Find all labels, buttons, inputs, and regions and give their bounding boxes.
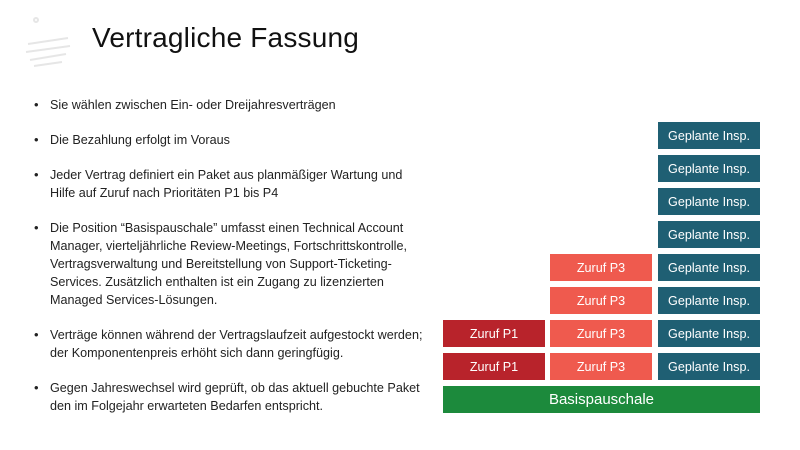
geplante-insp-block: Geplante Insp. <box>658 122 760 149</box>
zuruf-p1-block: Zuruf P1 <box>443 320 545 347</box>
company-logo <box>25 17 71 67</box>
geplante-insp-block: Geplante Insp. <box>658 221 760 248</box>
bullet-item: Die Position “Basispauschale” umfasst ei… <box>30 219 430 309</box>
geplante-insp-block: Geplante Insp. <box>658 254 760 281</box>
bullet-item: Gegen Jahreswechsel wird geprüft, ob das… <box>30 379 430 415</box>
geplante-insp-block: Geplante Insp. <box>658 188 760 215</box>
bullet-item: Sie wählen zwischen Ein- oder Dreijahres… <box>30 96 430 114</box>
geplante-insp-block: Geplante Insp. <box>658 353 760 380</box>
zuruf-p3-block: Zuruf P3 <box>550 287 652 314</box>
basispauschale-bar: Basispauschale <box>443 386 760 413</box>
geplante-insp-block: Geplante Insp. <box>658 287 760 314</box>
zuruf-p3-block: Zuruf P3 <box>550 320 652 347</box>
zuruf-p3-block: Zuruf P3 <box>550 254 652 281</box>
bullet-item: Jeder Vertrag definiert ein Paket aus pl… <box>30 166 430 202</box>
zuruf-p1-block: Zuruf P1 <box>443 353 545 380</box>
bullet-item: Verträge können während der Vertragslauf… <box>30 326 430 362</box>
geplante-insp-block: Geplante Insp. <box>658 320 760 347</box>
bullet-list: Sie wählen zwischen Ein- oder Dreijahres… <box>30 96 430 432</box>
geplante-insp-block: Geplante Insp. <box>658 155 760 182</box>
page-title: Vertragliche Fassung <box>92 22 360 53</box>
zuruf-p3-block: Zuruf P3 <box>550 353 652 380</box>
bullet-item: Die Bezahlung erfolgt im Voraus <box>30 131 430 149</box>
